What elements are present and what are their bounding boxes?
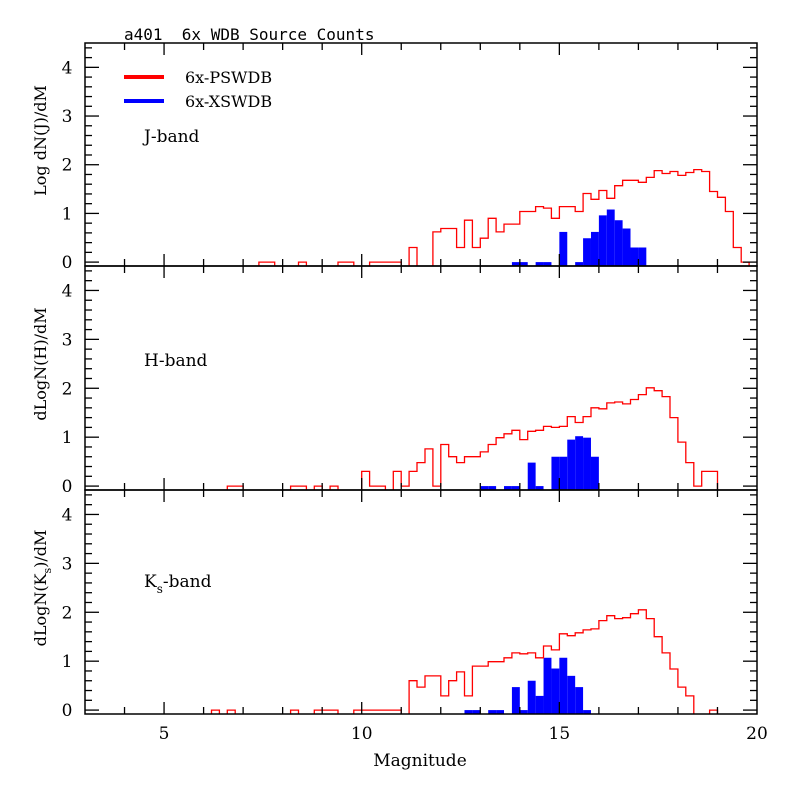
bar-xswdb (527, 462, 536, 490)
legend-label-pswdb: 6x-PSWDB (185, 68, 272, 87)
y-axis-label: dLogN(H)/dM (31, 307, 50, 420)
bar-xswdb (543, 262, 552, 266)
y-tick-label: 2 (62, 379, 73, 399)
bar-xswdb (559, 456, 568, 490)
legend-label-xswdb: 6x-XSWDB (185, 92, 272, 111)
panel-j-band: 0 1 2 3 4 Log dN(J)/dM J-band (31, 42, 758, 273)
y-tick-label: 1 (62, 652, 73, 672)
y-tick-label: 4 (62, 281, 73, 301)
bar-xswdb (488, 710, 497, 714)
bar-xswdb (583, 710, 591, 714)
y-axis-label: dLogN(Ks)/dM (31, 530, 54, 647)
band-label-rest: -band (151, 127, 200, 147)
panel-frame (84, 489, 758, 715)
panel-frame (84, 265, 758, 491)
y-tick-label: 0 (62, 253, 73, 273)
bar-xswdb (535, 695, 544, 714)
y-tick-label: 2 (62, 603, 73, 623)
bar-xswdb (575, 262, 584, 266)
bar-xswdb (504, 486, 512, 490)
y-tick-label: 3 (62, 107, 73, 127)
y-tick-label: 3 (62, 330, 73, 350)
bar-xswdb (551, 668, 560, 714)
band-label-sub: s (157, 582, 163, 596)
bar-xswdb (590, 456, 599, 490)
band-label: Ks-band (144, 572, 212, 596)
y-tick-label: 2 (62, 156, 73, 176)
legend: 6x-PSWDB 6x-XSWDB (124, 68, 272, 111)
y-tick-label: 4 (62, 505, 73, 525)
bar-xswdb (535, 486, 544, 490)
bar-xswdb (590, 231, 599, 266)
band-label-main: K (144, 572, 157, 592)
x-tick-label: 5 (159, 724, 170, 744)
bar-xswdb (472, 710, 481, 714)
y-axis-label-rest: )/dM (31, 530, 50, 568)
bar-xswdb (511, 486, 520, 490)
bar-xswdb (535, 262, 544, 266)
y-tick-label: 0 (62, 701, 73, 721)
bar-xswdb (464, 710, 473, 714)
band-label: H-band (144, 351, 208, 371)
bar-xswdb (511, 687, 520, 714)
y-tick-label: 1 (62, 204, 73, 224)
bar-xswdb (496, 710, 505, 714)
y-tick-label: 4 (62, 58, 73, 78)
bar-xswdb (559, 657, 568, 714)
bar-xswdb (583, 238, 591, 266)
y-axis-label-sub: s (41, 567, 54, 573)
chart-title: a401 6x WDB Source Counts (124, 25, 374, 44)
bar-xswdb (519, 262, 528, 266)
x-axis-label: Magnitude (373, 751, 467, 771)
bar-xswdb (575, 436, 584, 490)
x-tick-label: 20 (746, 724, 768, 744)
y-axis-label: Log dN(J)/dM (31, 85, 50, 196)
bar-xswdb (606, 209, 615, 266)
bar-xswdb (614, 220, 623, 266)
x-tick-label: 10 (351, 724, 373, 744)
bar-xswdb (488, 486, 497, 490)
bar-xswdb (519, 710, 528, 714)
band-label-main: J (142, 127, 151, 147)
band-label-rest: -band (159, 351, 208, 371)
y-axis-label-main: dLogN(K (31, 572, 50, 646)
y-tick-label: 0 (62, 477, 73, 497)
step-line-pswdb (210, 609, 719, 714)
bar-xswdb (551, 456, 560, 490)
band-label-rest: -band (163, 572, 212, 592)
bar-xswdb (527, 680, 536, 714)
band-label-main: H (144, 351, 159, 371)
bar-xswdb (583, 437, 591, 490)
bar-xswdb (630, 247, 639, 266)
y-tick-label: 3 (62, 554, 73, 574)
bar-xswdb (511, 262, 520, 266)
bar-xswdb (559, 231, 568, 266)
bar-xswdb (567, 675, 576, 714)
bar-xswdb (622, 228, 631, 266)
bar-xswdb (567, 439, 576, 490)
band-label: J-band (142, 127, 200, 147)
bar-xswdb (638, 247, 647, 266)
bar-xswdb (598, 215, 607, 266)
step-line-pswdb (226, 387, 719, 490)
bar-xswdb (575, 687, 584, 714)
x-tick-label: 15 (549, 724, 571, 744)
y-tick-label: 1 (62, 428, 73, 448)
panel-h-band: 0 1 2 3 4 dLogN(H)/dM H-band (31, 265, 758, 497)
bar-xswdb (480, 486, 489, 490)
bar-xswdb (543, 657, 552, 714)
step-line-pswdb (258, 168, 750, 266)
